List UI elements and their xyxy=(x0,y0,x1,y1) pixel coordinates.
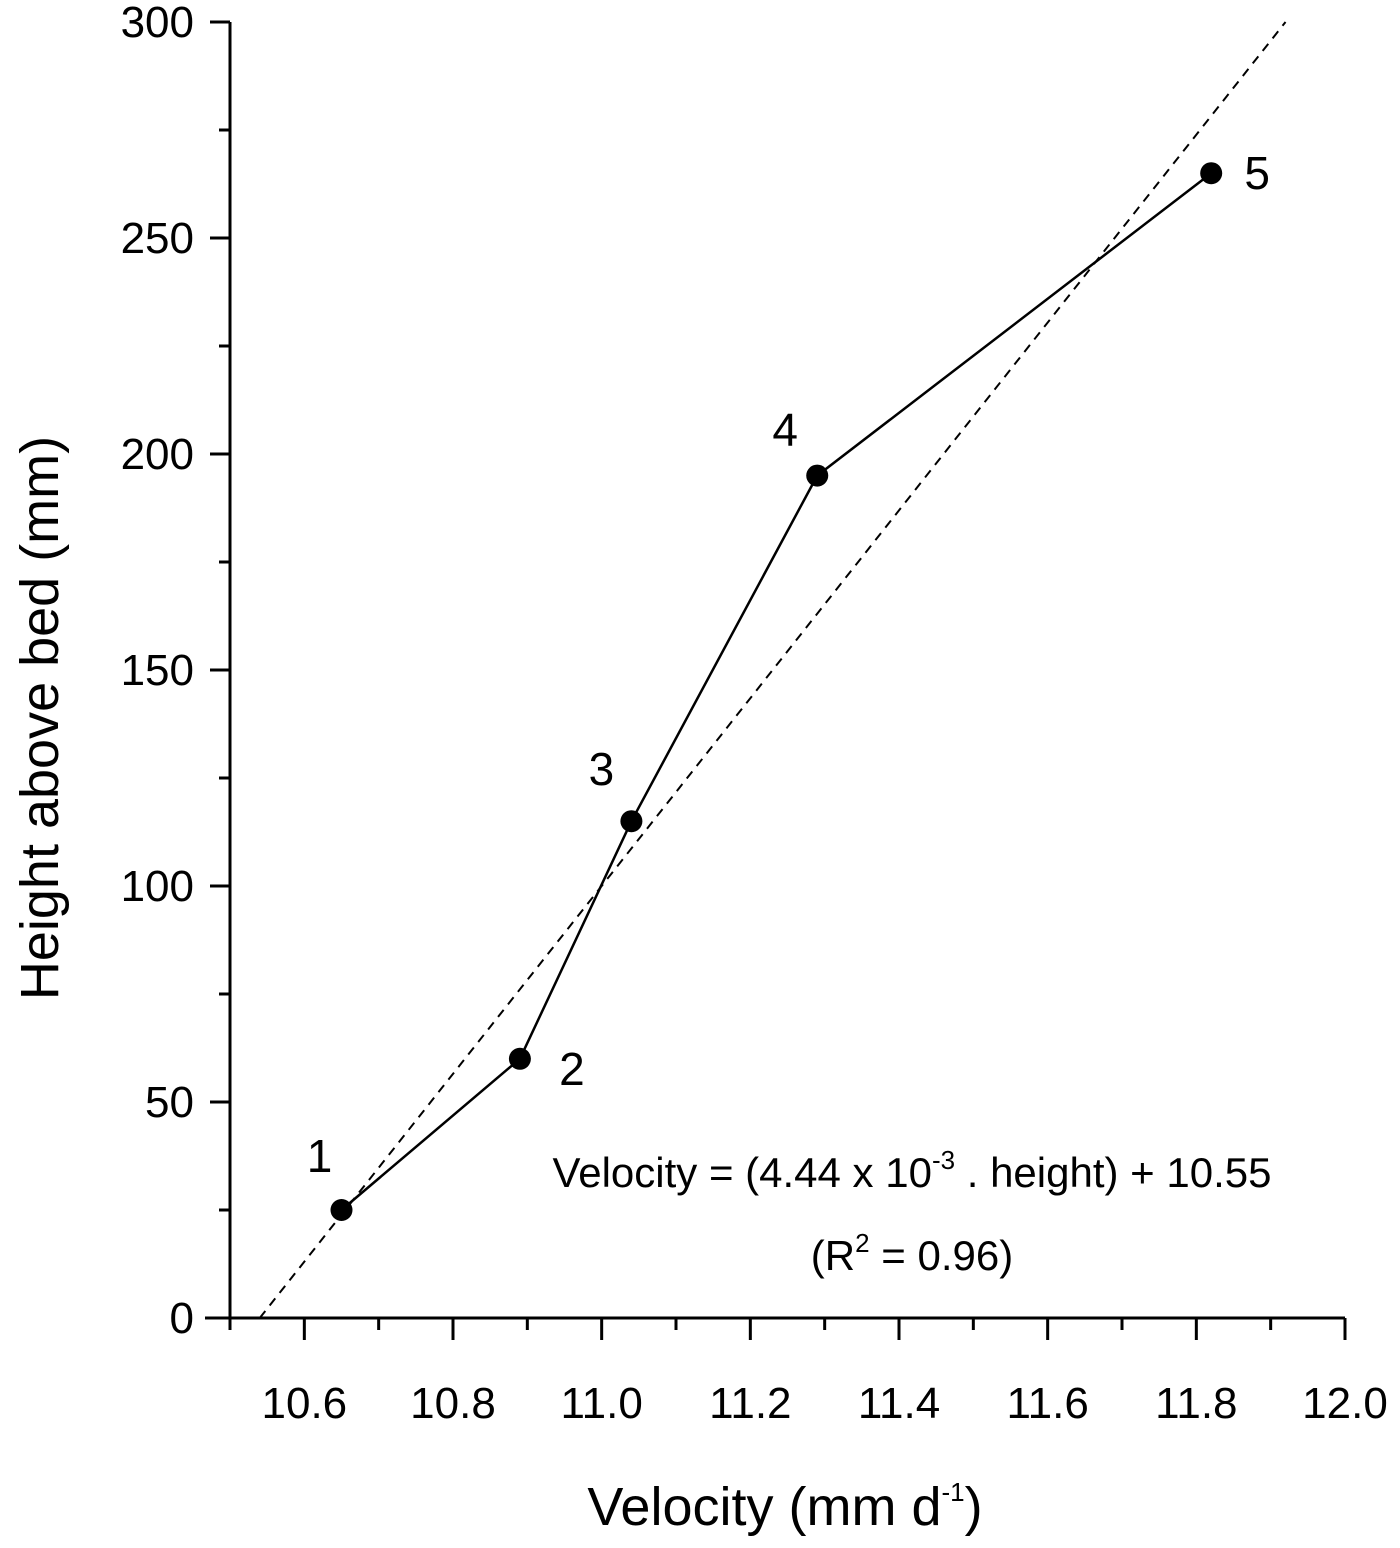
equation-superscript: -3 xyxy=(932,1145,955,1175)
x-tick-label: 11.6 xyxy=(1006,1379,1088,1428)
fit-line-group xyxy=(258,21,1287,1319)
r-squared-annotation: (R2 = 0.96) xyxy=(811,1228,1013,1279)
x-tick-label: 12.0 xyxy=(1302,1379,1388,1428)
x-tick-label: 10.6 xyxy=(262,1379,348,1428)
data-point xyxy=(620,810,643,833)
y-tick-label: 100 xyxy=(121,862,194,911)
r2-part-b: = 0.96) xyxy=(870,1232,1014,1279)
data-point xyxy=(1200,162,1223,185)
equation-part-a: Velocity = (4.44 x 10 xyxy=(553,1149,932,1196)
r2-superscript: 2 xyxy=(855,1228,869,1258)
x-axis-title-superscript: -1 xyxy=(941,1477,964,1507)
data-point-label: 4 xyxy=(772,404,798,456)
series-group: 1 2 3 4 5 xyxy=(307,147,1270,1221)
x-axis-title: Velocity (mm d-1) xyxy=(587,1477,982,1537)
y-tick-label: 0 xyxy=(170,1294,194,1343)
data-point-label: 2 xyxy=(559,1043,585,1095)
regression-equation: Velocity = (4.44 x 10-3 . height) + 10.5… xyxy=(553,1145,1272,1196)
x-tick-label: 11.8 xyxy=(1155,1379,1237,1428)
y-tick-label: 150 xyxy=(121,646,194,695)
x-axis-title-end: ) xyxy=(965,1477,983,1537)
r2-part-a: (R xyxy=(811,1232,855,1279)
axes xyxy=(205,22,1345,1320)
equation-part-b: . height) + 10.55 xyxy=(955,1149,1271,1196)
y-tick-label: 250 xyxy=(121,214,194,263)
y-tick-label: 300 xyxy=(121,0,194,47)
series-line xyxy=(340,172,1212,1211)
x-tick-label: 11.4 xyxy=(858,1379,940,1428)
y-tick-label: 50 xyxy=(145,1078,194,1127)
data-point-label: 3 xyxy=(589,743,615,795)
x-tick-label: 11.0 xyxy=(560,1379,642,1428)
x-tick-label: 11.2 xyxy=(709,1379,791,1428)
data-point-label: 1 xyxy=(307,1130,333,1182)
data-point-label: 5 xyxy=(1244,147,1270,199)
x-axis-title-main: Velocity (mm d xyxy=(587,1477,941,1537)
y-axis-title: Height above bed (mm) xyxy=(10,436,70,1000)
data-point xyxy=(806,464,829,487)
data-point xyxy=(508,1047,531,1070)
regression-line xyxy=(258,21,1287,1319)
data-point xyxy=(330,1199,353,1221)
y-tick-label: 200 xyxy=(121,430,194,479)
x-tick-label: 10.8 xyxy=(410,1379,496,1428)
